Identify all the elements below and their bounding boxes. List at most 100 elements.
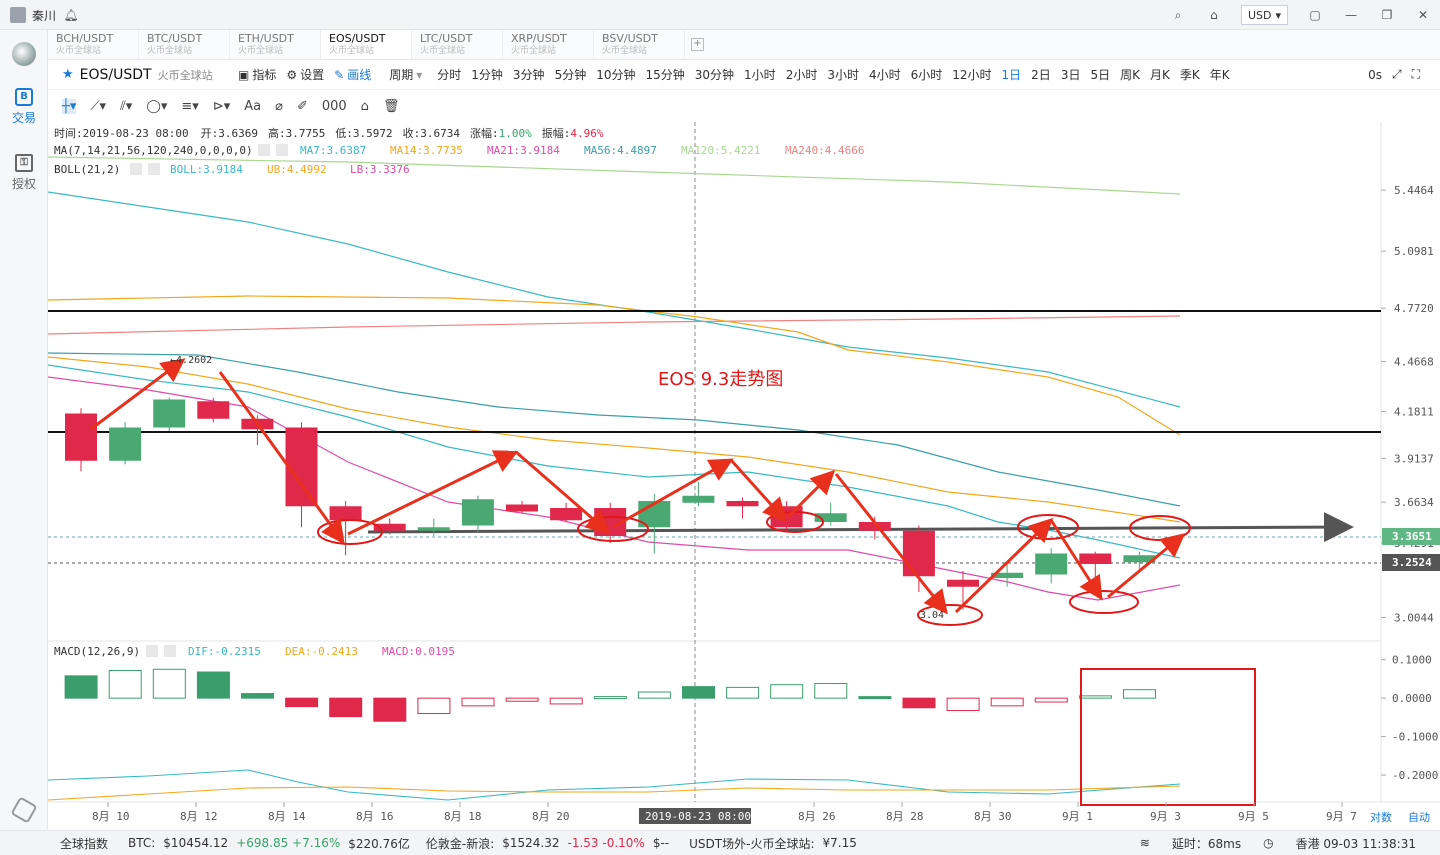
symbol-title: ★ EOS/USDT 火币全球站: [48, 67, 238, 83]
time-label: 8月 18: [444, 810, 482, 823]
add-tab-button[interactable]: +: [691, 38, 704, 51]
indicator-button[interactable]: ▣ 指标: [238, 66, 276, 83]
period-1[interactable]: 1分钟: [471, 68, 503, 82]
info-amp-label: 振幅:: [542, 126, 571, 140]
period-4[interactable]: 10分钟: [596, 68, 636, 82]
period-9[interactable]: 3小时: [827, 68, 859, 82]
settings-button[interactable]: ⚙ 设置: [286, 66, 324, 83]
text-tool-icon[interactable]: Aa: [244, 98, 262, 114]
settings-hex-icon[interactable]: [10, 796, 38, 824]
wifi-icon: ≋: [1139, 836, 1150, 850]
period-18[interactable]: 月K: [1149, 68, 1170, 82]
period-dropdown[interactable]: 周期 ▾: [389, 66, 422, 83]
ruler-icon[interactable]: ⌀: [275, 98, 283, 114]
period-11[interactable]: 6小时: [910, 68, 943, 82]
macd-label: -0.2000: [1392, 769, 1438, 782]
macd-bar: [505, 697, 539, 702]
period-6[interactable]: 30分钟: [694, 68, 735, 82]
username: 秦川: [32, 8, 57, 23]
info-low: 低:3.5972: [335, 127, 392, 140]
time-label: 8月 26: [798, 810, 836, 823]
macd-axis: 0.1000 0.0000 -0.1000 -0.2000: [1381, 654, 1438, 782]
visibility-icon[interactable]: [258, 144, 270, 156]
period-16[interactable]: 5日: [1090, 68, 1111, 82]
macd-bar: [196, 671, 230, 699]
visibility-icon[interactable]: [130, 163, 142, 175]
parallel-line-icon[interactable]: ⫽▾: [120, 98, 133, 114]
period-17[interactable]: 周K: [1120, 68, 1140, 82]
pattern-icon[interactable]: ⊳▾: [212, 98, 231, 114]
trash-icon[interactable]: 🗑︎: [382, 98, 400, 114]
pen-icon: ✎: [334, 67, 345, 82]
period-10[interactable]: 4小时: [868, 68, 901, 82]
restore-icon[interactable]: ❐: [1381, 8, 1393, 22]
period-7[interactable]: 1小时: [744, 68, 776, 82]
kline-chart[interactable]: 时间:2019-08-23 08:00 开:3.6369 高:3.7755 低:3.5…: [47, 122, 1440, 830]
tab-bch[interactable]: BCH/USDT 火币全球站: [48, 30, 139, 59]
sidebar-item-authorize[interactable]: ⚿ 授权: [0, 154, 48, 192]
expand-icon[interactable]: ⤢: [1391, 67, 1402, 81]
period-3[interactable]: 5分钟: [554, 68, 587, 82]
period-5[interactable]: 15分钟: [645, 68, 685, 82]
new-window-icon[interactable]: ▢: [1309, 8, 1321, 22]
dea-line: [47, 785, 1181, 801]
candle-body: [1123, 555, 1156, 563]
tab-label: ETH/USDT: [238, 32, 294, 45]
fullscreen-icon[interactable]: ⛶: [1411, 67, 1420, 81]
tab-btc[interactable]: BTC/USDT 火币全球站: [139, 30, 230, 59]
macd-label: -0.1000: [1392, 731, 1438, 744]
close-icon[interactable]: [148, 163, 160, 175]
log-scale-toggle[interactable]: 对数: [1370, 810, 1392, 824]
chart-area[interactable]: 时间:2019-08-23 08:00 开:3.6369 高:3.7755 低:3.5…: [47, 122, 1440, 830]
crosshair-icon[interactable]: ┼▾: [62, 98, 77, 114]
period-0[interactable]: 分时: [437, 68, 462, 82]
cross-price-value: 3.2524: [1392, 556, 1432, 569]
period-2[interactable]: 3分钟: [512, 68, 545, 82]
period-20[interactable]: 年K: [1209, 68, 1230, 82]
drawline-button[interactable]: ✎ 画线: [334, 66, 371, 83]
macd-bar: [329, 697, 363, 718]
low-marker: 3.04: [920, 610, 944, 621]
ma-teal-line: [47, 352, 1181, 507]
currency-select[interactable]: USD ▾: [1240, 5, 1288, 25]
bell-icon[interactable]: 🔔︎: [63, 8, 79, 22]
period-14[interactable]: 2日: [1031, 68, 1051, 82]
brush-icon[interactable]: ✐: [296, 98, 308, 114]
ma-orange-line: [47, 295, 1181, 436]
tab-xrp[interactable]: XRP/USDT 火币全球站: [503, 30, 594, 59]
period-19[interactable]: 季K: [1179, 68, 1200, 82]
macd-bar: [1078, 695, 1112, 699]
tab-eth[interactable]: ETH/USDT 火币全球站: [230, 30, 321, 59]
period-12[interactable]: 12小时: [952, 68, 992, 82]
period-8[interactable]: 2小时: [785, 68, 818, 82]
price-label: 4.4668: [1394, 356, 1434, 369]
star-icon[interactable]: ★: [62, 67, 74, 82]
time-label: 9月 5: [1238, 810, 1269, 823]
crosshair-date-value: 2019-08-23 08:00:00: [645, 810, 771, 823]
legend-value: DEA:-0.2413: [285, 645, 358, 658]
user-menu[interactable]: 秦川 🔔︎: [10, 6, 80, 24]
close-icon[interactable]: [164, 645, 176, 657]
auto-scale-toggle[interactable]: 自动: [1408, 811, 1430, 824]
period-15[interactable]: 3日: [1060, 68, 1081, 82]
sidebar-item-trade[interactable]: B 交易: [0, 88, 48, 126]
fib-icon[interactable]: ≡▾: [181, 98, 199, 114]
symbol-name: EOS/USDT: [79, 66, 152, 83]
close-icon[interactable]: ✕: [1417, 8, 1429, 22]
trendline-icon[interactable]: ⟋▾: [90, 98, 106, 114]
period-13[interactable]: 1日: [1001, 68, 1022, 82]
tab-bsv[interactable]: BSV/USDT 火币全球站: [594, 30, 685, 59]
circle-icon[interactable]: ◯▾: [146, 98, 168, 114]
measure-icon[interactable]: 000: [321, 98, 347, 114]
tab-eos[interactable]: EOS/USDT 火币全球站: [321, 30, 412, 59]
tab-ltc[interactable]: LTC/USDT 火币全球站: [412, 30, 503, 59]
shirt-icon[interactable]: ⌂: [1210, 8, 1218, 22]
minimize-icon[interactable]: —: [1345, 8, 1357, 22]
close-icon[interactable]: [276, 144, 288, 156]
lock-icon[interactable]: ⌂: [360, 98, 369, 114]
visibility-icon[interactable]: [146, 645, 158, 657]
arrow-annotation: [612, 458, 734, 529]
avatar: [10, 7, 26, 23]
macd-bar: [682, 686, 715, 699]
search-icon[interactable]: ⌕: [1174, 7, 1182, 22]
